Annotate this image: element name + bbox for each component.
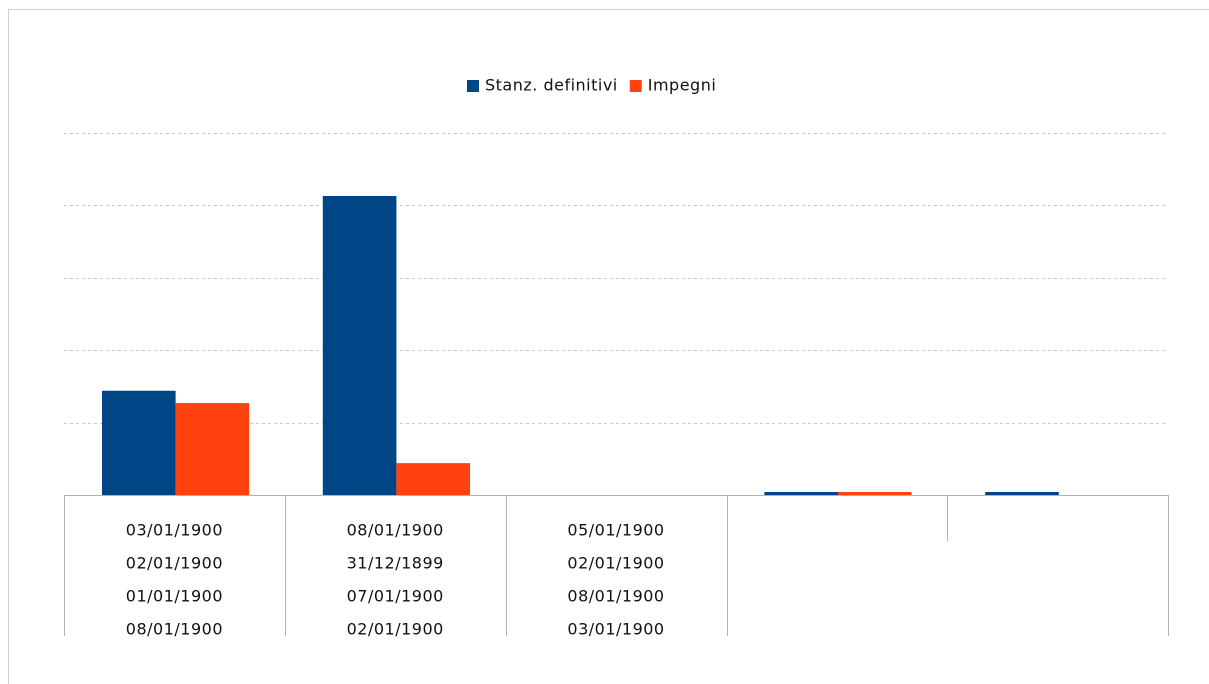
x-tick-label: 02/01/1900 [347, 620, 444, 639]
bar [396, 463, 470, 495]
legend-swatch [467, 80, 479, 92]
chart-frame [8, 9, 1209, 684]
bar [322, 195, 397, 495]
x-tick-label: 02/01/1900 [126, 554, 223, 573]
bar [764, 492, 838, 495]
legend-label: Impegni [648, 76, 717, 95]
x-tick-label: 08/01/1900 [126, 620, 223, 639]
legend-swatch [629, 80, 642, 92]
x-tick-label: 07/01/1900 [347, 587, 444, 606]
x-tick-label: 05/01/1900 [567, 521, 664, 540]
bar [102, 390, 176, 495]
category-separators [64, 495, 1169, 636]
x-tick-label: 31/12/1899 [347, 554, 444, 573]
x-tick-label: 08/01/1900 [347, 521, 444, 540]
bar [985, 492, 1059, 495]
bar [838, 492, 912, 495]
legend-label: Stanz. definitivi [485, 76, 618, 95]
x-tick-label: 08/01/1900 [567, 587, 664, 606]
x-tick-label: 03/01/1900 [567, 620, 664, 639]
bar [175, 403, 250, 495]
x-tick-label: 01/01/1900 [126, 587, 223, 606]
x-tick-label: 02/01/1900 [567, 554, 664, 573]
x-tick-label: 03/01/1900 [126, 521, 223, 540]
